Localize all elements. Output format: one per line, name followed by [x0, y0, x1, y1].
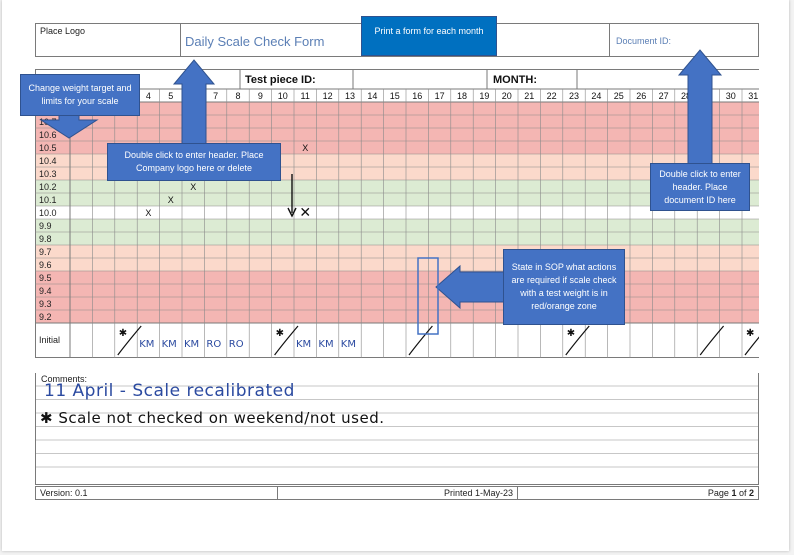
- month-label: MONTH:: [493, 74, 537, 86]
- day-label: 13: [345, 91, 355, 101]
- comment-line-2: ✱ Scale not checked on weekend/not used.: [40, 409, 385, 427]
- initial-entry: KM: [139, 339, 154, 350]
- weight-row: [35, 232, 759, 245]
- day-label: 20: [502, 91, 512, 101]
- weight-label: 9.7: [39, 247, 52, 257]
- initial-entry: KM: [162, 339, 177, 350]
- day-label: 17: [435, 91, 445, 101]
- weekend-star-mark: ✱: [567, 328, 575, 339]
- weekend-star-mark: ✱: [746, 328, 754, 339]
- day-label: 30: [726, 91, 736, 101]
- weight-label: 9.4: [39, 286, 52, 296]
- document-id-label: Document ID:: [616, 36, 672, 46]
- weight-row: [35, 206, 759, 219]
- weight-label: 10.6: [39, 130, 57, 140]
- weight-label: 9.9: [39, 221, 52, 231]
- day-label: 27: [659, 91, 669, 101]
- weight-label: 10.2: [39, 182, 57, 192]
- print-note-banner: Print a form for each month: [361, 16, 497, 56]
- weight-label: 10.1: [39, 195, 57, 205]
- header-doc-callout: Double click to enter header. Place docu…: [650, 163, 750, 211]
- day-label: 9: [258, 91, 263, 101]
- day-label: 24: [591, 91, 601, 101]
- day-label: 14: [367, 91, 377, 101]
- slash-mark: [699, 325, 725, 356]
- weight-row: [35, 115, 759, 128]
- initial-entry: RO: [229, 339, 244, 350]
- day-label: 11: [301, 91, 310, 101]
- day-label: 4: [146, 91, 151, 101]
- weight-target-callout: Change weight target and limits for your…: [20, 74, 140, 116]
- day-label: 12: [323, 91, 333, 101]
- initial-entry: KM: [184, 339, 199, 350]
- slash-mark: [274, 325, 299, 356]
- weight-label: 10.0: [39, 208, 57, 218]
- initial-entry: KM: [341, 339, 356, 350]
- arrow-up-icon: [677, 49, 723, 166]
- arrow-down-icon: [39, 114, 99, 139]
- slash-mark: [117, 325, 142, 356]
- check-mark: X: [302, 143, 308, 153]
- check-mark: X: [190, 182, 196, 192]
- day-label: 26: [636, 91, 646, 101]
- header-logo-callout: Double click to enter header. Place Comp…: [107, 143, 281, 181]
- document-id-box[interactable]: Document ID:: [609, 23, 759, 57]
- weight-label: 9.2: [39, 312, 52, 322]
- day-label: 7: [213, 91, 218, 101]
- weight-label: 9.6: [39, 260, 52, 270]
- day-label: 28: [681, 91, 691, 101]
- weight-label: 9.3: [39, 299, 52, 309]
- comments-label: Comments:: [41, 374, 88, 384]
- initial-label: Initial: [39, 335, 60, 345]
- weight-label: 10.3: [39, 169, 57, 179]
- logo-label: Place Logo: [40, 26, 86, 36]
- arrow-up-icon: [172, 59, 216, 145]
- weekend-star-mark: ✱: [119, 328, 127, 339]
- weight-label: 10.4: [39, 156, 57, 166]
- test-piece-label: Test piece ID:: [245, 74, 316, 86]
- weight-row: [35, 128, 759, 141]
- initial-entry: KM: [296, 339, 311, 350]
- footer-page: Page 1 of 2: [517, 486, 759, 500]
- day-label: 5: [168, 91, 173, 101]
- day-label: 18: [457, 91, 467, 101]
- weight-row: [35, 102, 759, 115]
- day-label: 23: [569, 91, 579, 101]
- form-title: Daily Scale Check Form: [185, 34, 325, 49]
- weight-label: 9.5: [39, 273, 52, 283]
- slash-mark: [565, 325, 590, 356]
- comment-lines: [36, 385, 758, 468]
- weight-row: [35, 219, 759, 232]
- sop-bracket-icon: [417, 257, 439, 335]
- day-label: 31: [748, 91, 758, 101]
- weight-row: [35, 193, 759, 206]
- slash-mark: [744, 336, 759, 356]
- initial-entry: KM: [318, 339, 333, 350]
- day-label: 19: [479, 91, 489, 101]
- day-label: 21: [524, 91, 534, 101]
- comments-box[interactable]: [35, 373, 759, 485]
- day-label: 22: [547, 91, 557, 101]
- print-note-text: Print a form for each month: [374, 26, 484, 36]
- day-label: 8: [235, 91, 240, 101]
- sop-callout: State in SOP what actions are required i…: [503, 249, 625, 325]
- day-label: 10: [278, 91, 288, 101]
- weekend-star-mark: ✱: [276, 328, 284, 339]
- day-label: 15: [390, 91, 400, 101]
- arrow-left-icon: [435, 264, 507, 310]
- check-mark: X: [145, 208, 151, 218]
- slash-mark: [408, 325, 433, 356]
- grid-border: [35, 69, 759, 358]
- day-label: 25: [614, 91, 624, 101]
- comment-line-1: 11 April - Scale recalibrated: [44, 381, 295, 401]
- handwritten-check-mark: ✕: [299, 205, 311, 221]
- weight-label: 10.5: [39, 143, 57, 153]
- initial-entry: RO: [206, 339, 221, 350]
- weight-row: [35, 180, 759, 193]
- check-mark: X: [168, 195, 174, 205]
- weight-label: 9.8: [39, 234, 52, 244]
- day-label: 16: [412, 91, 422, 101]
